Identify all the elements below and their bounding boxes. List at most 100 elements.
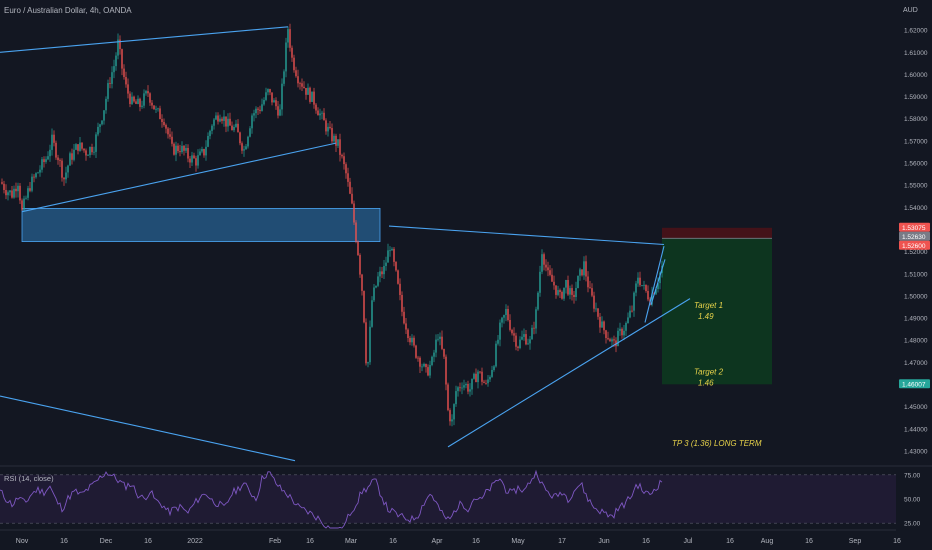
candle-body (129, 93, 131, 104)
candle-body (253, 113, 255, 116)
symbol-title[interactable]: Euro / Australian Dollar, 4h, OANDA (4, 6, 132, 15)
time-tick-label: 16 (144, 538, 152, 545)
candle-body (349, 181, 351, 194)
price-tick-label: 1.49000 (904, 316, 928, 323)
candle-body (305, 88, 307, 95)
candle-body (235, 123, 237, 127)
time-tick-label: May (511, 538, 525, 545)
price-tag-target (899, 379, 930, 389)
candle-body (315, 104, 317, 111)
candle-body (15, 188, 17, 192)
candle-body (43, 159, 45, 162)
candle-body (479, 371, 481, 373)
candle-body (447, 384, 449, 411)
trendline-5[interactable] (447, 298, 691, 448)
trendline-2[interactable] (21, 142, 337, 213)
candle-body (393, 248, 395, 262)
candle-body (193, 155, 195, 159)
candle-body (397, 270, 399, 284)
candle-body (27, 188, 29, 198)
time-tick-label: 16 (805, 538, 813, 545)
candle-body (405, 323, 407, 330)
candle-body (213, 119, 215, 126)
price-axis[interactable]: 1.62000 1.61000 1.60000 1.59000 1.58000 1.570… (904, 28, 928, 456)
candle-body (529, 339, 531, 344)
trendlines[interactable] (0, 26, 691, 462)
candle-body (367, 362, 369, 364)
trendline-1[interactable] (0, 26, 289, 53)
candle-body (505, 309, 507, 315)
candle-body (459, 387, 461, 389)
candle-body (371, 300, 373, 327)
price-tick-label: 1.62000 (904, 28, 928, 35)
candle-body (489, 376, 491, 380)
candle-body (425, 364, 427, 368)
support-resistance-box[interactable] (21, 207, 381, 242)
time-axis[interactable]: Nov 16 Dec 16 2022 Feb 16 Mar 16 Apr 16 May 17 Jun 16 J… (16, 538, 901, 545)
candle-body (113, 66, 115, 73)
candle-body (13, 188, 15, 198)
candle-body (577, 275, 579, 289)
candle-body (605, 330, 607, 338)
price-tick-label: 1.52000 (904, 249, 928, 256)
candle-body (167, 128, 169, 135)
candle-body (95, 134, 97, 152)
time-tick-label: 16 (726, 538, 734, 545)
time-tick-label: Mar (345, 538, 358, 545)
price-pane[interactable] (0, 23, 772, 462)
candle-body (243, 149, 245, 151)
trendline-7[interactable] (650, 259, 666, 305)
price-tag-last-text: 1.52630 (902, 234, 926, 241)
candle-body (277, 106, 279, 116)
candle-body (293, 57, 295, 71)
trendline-3[interactable] (0, 395, 296, 462)
price-tag-stop-text: 1.53075 (902, 225, 926, 232)
target-1-label: Target 1 (694, 301, 723, 310)
time-tick-label: Jul (684, 538, 693, 545)
candle-body (533, 327, 535, 329)
candle-body (583, 261, 585, 276)
price-tick-label: 1.55000 (904, 183, 928, 190)
price-tick-label: 1.50000 (904, 293, 928, 300)
candle-body (39, 169, 41, 173)
candle-body (53, 134, 55, 143)
time-tick-label: 16 (642, 538, 650, 545)
candle-body (171, 136, 173, 144)
candle-body (45, 159, 47, 162)
tp3-label: TP 3 (1.36) LONG TERM (672, 439, 762, 448)
candle-body (51, 134, 53, 150)
candle-body (531, 327, 533, 340)
candle-body (37, 172, 39, 174)
candle-body (565, 280, 567, 288)
candle-body (375, 285, 377, 288)
candle-body (637, 277, 639, 284)
candle-body (399, 283, 401, 295)
candle-body (225, 116, 227, 127)
candle-body (547, 267, 549, 271)
candle-body (451, 419, 453, 422)
candle-body (599, 316, 601, 328)
candle-body (23, 198, 25, 210)
candle-body (29, 188, 31, 191)
candle-body (621, 328, 623, 336)
candle-body (353, 203, 355, 223)
trendline-6[interactable] (644, 245, 665, 323)
candle-body (643, 284, 645, 286)
price-tick-label: 1.44000 (904, 426, 928, 433)
candle-body (211, 125, 213, 131)
rsi-title[interactable]: RSI (14, close) (4, 474, 54, 483)
candle-body (323, 112, 325, 121)
candle-body (343, 156, 345, 165)
candle-body (135, 101, 137, 104)
candle-body (59, 160, 61, 161)
candle-body (251, 115, 253, 129)
rsi-pane[interactable] (0, 469, 896, 529)
candle-body (389, 250, 391, 252)
candle-body (657, 283, 659, 289)
candle-body (307, 87, 309, 95)
candle-body (481, 371, 483, 382)
candle-body (215, 115, 217, 120)
candle-body (141, 105, 143, 107)
trendline-4[interactable] (388, 225, 665, 246)
